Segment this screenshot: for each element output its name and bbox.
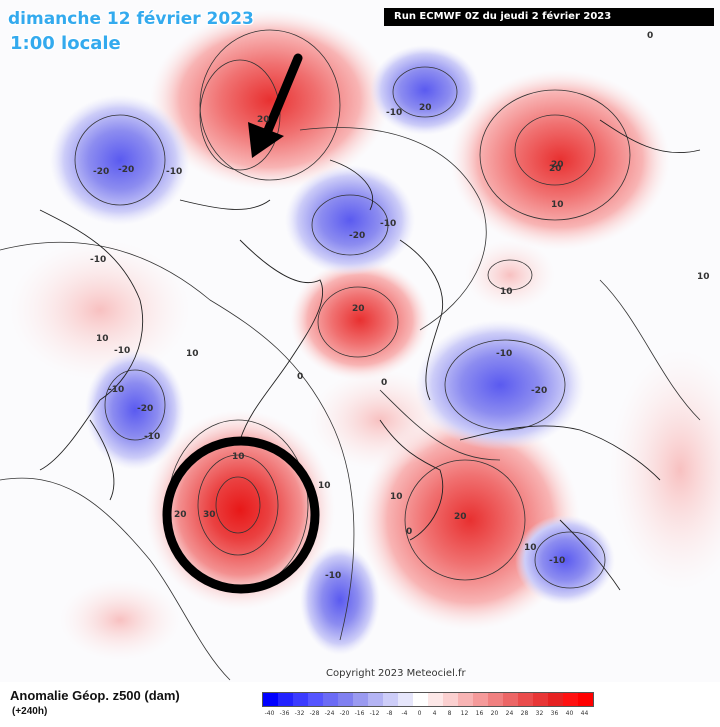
- lead-time: (+240h): [12, 706, 48, 717]
- contour-label: 20: [419, 103, 432, 113]
- contour-label: -20: [349, 231, 365, 241]
- contour-label: -20: [93, 167, 109, 177]
- contour-label: -20: [531, 386, 547, 396]
- color-scale-swatch: [443, 693, 458, 706]
- contour-label: 10: [697, 272, 710, 282]
- contour-label: 10: [232, 452, 245, 462]
- color-scale-label: 36: [550, 710, 559, 717]
- color-scale-swatch: [368, 693, 383, 706]
- contour-label: -10: [325, 571, 341, 581]
- contour-label: 0: [406, 527, 412, 537]
- color-scale-label: 16: [475, 710, 484, 717]
- color-scale-swatch: [428, 693, 443, 706]
- contour-label: 10: [96, 334, 109, 344]
- color-scale-label: -12: [369, 710, 380, 717]
- color-scale-swatch: [473, 693, 488, 706]
- color-scale-label: 44: [580, 710, 589, 717]
- color-scale-label: 24: [505, 710, 514, 717]
- color-scale-swatch: [578, 693, 593, 706]
- coastlines: [39, 119, 701, 591]
- color-scale-label: -24: [324, 710, 335, 717]
- color-scale-labels: -40 -36 -32 -28 -24 -20 -16 -12 -8 -4 0 4 8 12 16 20 24 2…: [262, 710, 592, 717]
- color-scale-swatch: [263, 693, 278, 706]
- forecast-date: dimanche 12 février 2023: [8, 9, 254, 29]
- color-scale-swatch: [518, 693, 533, 706]
- color-scale-label: 12: [460, 710, 469, 717]
- color-scale-label: -40: [264, 710, 275, 717]
- color-scale-label: -16: [354, 710, 365, 717]
- color-scale: [262, 692, 594, 707]
- contour-label: 20: [174, 510, 187, 520]
- forecast-time: 1:00 locale: [10, 33, 121, 54]
- contour-label: 20: [454, 512, 467, 522]
- color-scale-swatch: [503, 693, 518, 706]
- color-scale-swatch: [548, 693, 563, 706]
- contour-label: -20: [118, 165, 134, 175]
- color-scale-label: 32: [535, 710, 544, 717]
- contour-label: 20: [549, 164, 562, 174]
- contour-label: 20: [352, 304, 365, 314]
- contour-label: -10: [380, 219, 396, 229]
- pointer-arrow-icon: [248, 53, 303, 158]
- contour-label: -10: [90, 255, 106, 265]
- color-scale-label: -28: [309, 710, 320, 717]
- contour-label: 20: [551, 160, 564, 170]
- contour-label: 20: [257, 115, 270, 125]
- contour-label: -10: [166, 167, 182, 177]
- color-scale-label: 40: [565, 710, 574, 717]
- contour-label: 10: [524, 543, 537, 553]
- color-scale-swatch: [458, 693, 473, 706]
- color-scale-label: 20: [490, 710, 499, 717]
- run-info-banner: Run ECMWF 0Z du jeudi 2 février 2023: [384, 8, 714, 26]
- contour-label: 10: [551, 200, 564, 210]
- color-scale-swatch: [398, 693, 413, 706]
- color-scale-swatch: [353, 693, 368, 706]
- color-scale-swatch: [278, 693, 293, 706]
- color-scale-swatch: [563, 693, 578, 706]
- contour-label: -10: [496, 349, 512, 359]
- copyright-text: Copyright 2023 Meteociel.fr: [326, 668, 466, 679]
- color-scale-swatch: [338, 693, 353, 706]
- color-scale-label: 8: [447, 710, 452, 717]
- color-scale-swatch: [488, 693, 503, 706]
- contour-label: 10: [390, 492, 403, 502]
- contour-label: 30: [203, 510, 216, 520]
- color-scale-label: -32: [294, 710, 305, 717]
- color-scale-swatch: [533, 693, 548, 706]
- contour-label: 10: [318, 481, 331, 491]
- color-scale-label: -20: [339, 710, 350, 717]
- color-scale-label: -8: [386, 710, 393, 717]
- color-scale-swatch: [293, 693, 308, 706]
- legend-title: Anomalie Géop. z500 (dam): [10, 688, 180, 703]
- color-scale-swatch: [308, 693, 323, 706]
- anomaly-fields: [10, 10, 720, 660]
- contour-label: 0: [381, 378, 387, 388]
- color-scale-label: 4: [432, 710, 437, 717]
- color-scale-label: 0: [417, 710, 422, 717]
- contour-label-group: -20 -10 20 20 -10 -20 -10 20 10 -20 -10 …: [90, 31, 710, 581]
- highlight-circle: [162, 436, 320, 594]
- color-scale-label: -36: [279, 710, 290, 717]
- color-scale-swatch: [323, 693, 338, 706]
- contour-label: -20: [137, 404, 153, 414]
- color-scale-label: -4: [401, 710, 408, 717]
- color-scale-swatch: [383, 693, 398, 706]
- contour-label: 10: [186, 349, 199, 359]
- color-scale-label: 28: [520, 710, 529, 717]
- color-scale-swatch: [413, 693, 428, 706]
- contour-label: 0: [647, 31, 653, 41]
- contour-label: -10: [549, 556, 565, 566]
- contour-label: -10: [144, 432, 160, 442]
- contour-label: -10: [108, 385, 124, 395]
- contour-label: -10: [114, 346, 130, 356]
- contour-lines: [0, 29, 701, 681]
- contour-label: -10: [386, 108, 402, 118]
- contour-label: 0: [297, 372, 303, 382]
- contour-label: 10: [500, 287, 513, 297]
